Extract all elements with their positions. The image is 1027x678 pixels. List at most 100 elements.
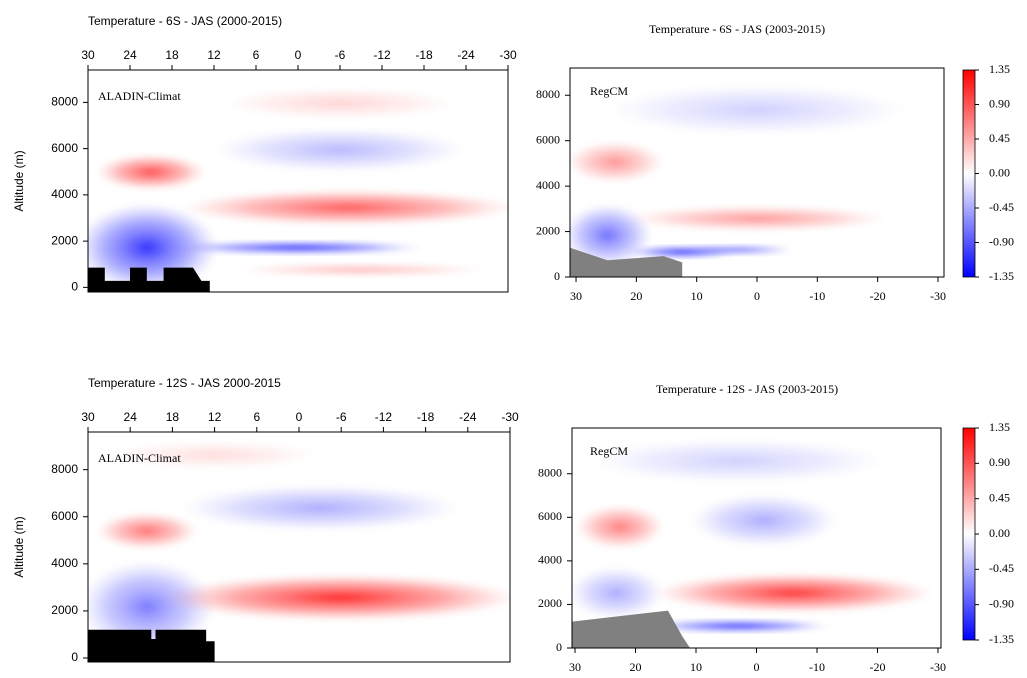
anomaly-region [164,574,510,621]
y-tick-label: 4000 [536,178,560,192]
x-tick-label: 10 [691,289,703,303]
x-tick-label: 6 [253,48,260,62]
x-tick-label: -10 [809,289,825,303]
colorbar-tick-label: 0.90 [989,96,1010,110]
x-tick-label: -6 [336,410,347,424]
anomaly-region [653,573,934,613]
x-tick-label: 0 [754,289,760,303]
colorbar-tick-label: -0.90 [989,596,1014,610]
x-tick-label: -18 [415,48,433,62]
x-tick-label: 18 [166,410,180,424]
anomaly-region [590,439,886,483]
colorbar-tick-label: -0.90 [989,234,1014,248]
terrain [88,629,215,662]
y-tick-label: 2000 [538,596,562,610]
colorbar-tick-label: 0.00 [989,526,1010,540]
y-tick-label: 4000 [538,553,562,567]
contour-field [88,432,510,662]
annotation: RegCM [590,444,628,458]
chart-title: Temperature - 6S - JAS (2000-2015) [88,14,282,28]
colorbar [962,427,976,641]
anomaly-region [682,244,795,256]
annotation: RegCM [590,84,628,98]
y-tick-label: 8000 [51,462,78,476]
anomaly-region [180,484,460,531]
anomaly-region [109,441,321,469]
x-tick-label: 30 [570,289,582,303]
contour-field [570,68,944,277]
x-tick-label: -20 [869,660,885,674]
y-tick-label: 2000 [536,223,560,237]
y-tick-label: 6000 [51,141,78,155]
x-tick-label: 0 [754,660,760,674]
y-tick-label: 4000 [51,556,78,570]
x-tick-label: 30 [569,660,581,674]
y-tick-label: 8000 [536,87,560,101]
x-tick-label: -24 [459,410,477,424]
colorbar-tick-label: 0.90 [989,455,1010,469]
x-tick-label: 20 [630,289,642,303]
x-tick-label: 12 [208,410,222,424]
anomaly-region [607,84,907,135]
y-tick-label: 4000 [51,187,78,201]
anomaly-region [172,240,424,255]
chart-title: Temperature - 6S - JAS (2003-2015) [649,22,825,36]
panel: Temperature - 6S - JAS (2000-2015) ALADIN… [12,14,517,293]
y-tick-label: 0 [71,650,78,664]
x-tick-label: -6 [335,48,346,62]
colorbar-tick-label: -1.35 [989,632,1014,646]
x-tick-label: -12 [373,48,391,62]
x-tick-label: -30 [930,289,946,303]
x-tick-label: 20 [630,660,642,674]
anomaly-region [96,512,198,550]
x-tick-label: -30 [501,410,519,424]
anomaly-region [645,619,831,633]
x-tick-label: -30 [499,48,517,62]
y-axis-label: Altitude (m) [12,516,26,577]
panel: Temperature - 12S - JAS (2003-2015) RegCM… [538,382,1014,674]
x-tick-label: 24 [123,48,137,62]
colorbar-tick-label: 0.45 [989,490,1010,504]
x-tick-label: 18 [165,48,179,62]
colorbar-tick-label: -1.35 [989,269,1014,283]
x-tick-label: 24 [124,410,138,424]
panel: Temperature - 12S - JAS 2000-2015 ALADIN-… [12,376,519,664]
chart-title: Temperature - 12S - JAS 2000-2015 [88,376,281,390]
anomaly-region [575,505,665,549]
y-tick-label: 0 [71,280,78,294]
y-axis-label: Altitude (m) [12,150,26,211]
colorbar-tick-label: 0.00 [989,165,1010,179]
y-tick-label: 2000 [51,603,78,617]
x-tick-label: 30 [81,410,95,424]
anomaly-region [222,87,458,119]
y-tick-label: 8000 [51,95,78,109]
x-tick-label: 6 [253,410,260,424]
chart-title: Temperature - 12S - JAS (2003-2015) [656,382,838,396]
colorbar [962,69,976,278]
y-tick-label: 6000 [536,132,560,146]
x-tick-label: -12 [375,410,393,424]
x-tick-label: 30 [81,48,95,62]
x-tick-label: -24 [457,48,475,62]
annotation: ALADIN-Climat [98,89,181,103]
anomaly-region [690,494,838,547]
colorbar-tick-label: 0.45 [989,131,1010,145]
colorbar-tick-label: -0.45 [989,200,1014,214]
colorbar-tick-label: 1.35 [989,420,1010,434]
anomaly-region [214,127,466,173]
y-tick-label: 0 [556,640,562,654]
y-tick-label: 6000 [538,509,562,523]
terrain [570,247,683,277]
anomaly-region [572,566,665,620]
annotation: ALADIN-Climat [98,451,181,465]
anomaly-region [626,205,888,232]
colorbar-tick-label: -0.45 [989,561,1014,575]
x-tick-label: -18 [417,410,435,424]
x-tick-label: 0 [296,410,303,424]
y-tick-label: 6000 [51,509,78,523]
anomaly-region [570,141,664,183]
x-tick-label: 10 [690,660,702,674]
y-tick-label: 0 [554,269,560,283]
anomaly-region [96,154,206,190]
